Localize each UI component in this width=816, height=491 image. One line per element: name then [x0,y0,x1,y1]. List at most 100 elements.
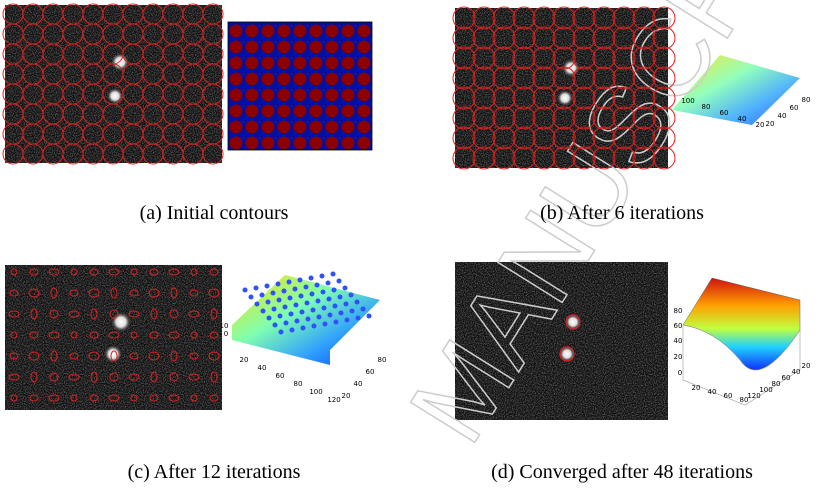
level-set-blob [294,137,307,150]
surface-pit [290,328,295,333]
surface-pit [355,300,360,305]
level-set-blob [358,41,371,54]
level-set-blob [246,89,259,102]
surface-pit [273,323,278,328]
caption: (b) After 6 iterations [540,202,704,224]
level-set-blob [262,25,275,38]
level-set-blob [326,73,339,86]
level-set-blob [246,41,259,54]
level-set-blob [262,137,275,150]
tick-label: 40 [258,364,267,372]
level-set-blob [230,121,243,134]
tick-label: 20 [342,392,351,400]
surface-pit [277,298,282,303]
level-set-blob [326,121,339,134]
level-set-blob [262,89,275,102]
surface-pit [337,279,342,284]
level-set-blob [358,137,371,150]
surface-pit [361,307,366,312]
level-set-blob [342,137,355,150]
surface-pit [255,302,260,307]
level-set-blob [262,105,275,118]
surface-pit [343,286,348,291]
surface-pit [301,326,306,331]
level-set-blob [278,137,291,150]
level-set-blob [326,25,339,38]
surface-pit [345,318,350,323]
level-set-blob [342,57,355,70]
tick-label: 40 [674,337,683,345]
level-set-blob [294,73,307,86]
level-set-blob [278,25,291,38]
surface-pit [327,297,332,302]
tick-label: 100 [681,97,694,105]
tick-label: 20 [802,362,811,370]
surface-pit [261,309,266,314]
surface-pit [279,330,284,335]
level-set-blob [246,25,259,38]
surface-pit [267,316,272,321]
level-set-blob [294,57,307,70]
level-set-blob [326,41,339,54]
surface-pit [331,272,336,277]
surface-pit [295,319,300,324]
level-set-blob [326,137,339,150]
surface-pit [266,300,271,305]
level-set-blob [230,73,243,86]
level-set-blob [358,89,371,102]
level-set-blob [294,105,307,118]
level-set-blob [278,73,291,86]
level-set-blob [230,105,243,118]
surface-pit [339,311,344,316]
level-set-blob [278,105,291,118]
surface-pit [304,285,309,290]
caption: (a) Initial contours [140,202,289,224]
level-set-blob [278,57,291,70]
level-set-blob [246,105,259,118]
surface-pit [356,316,361,321]
tick-label: 10 [220,322,229,330]
tick-label: 80 [674,307,683,315]
level-set-blob [262,57,275,70]
level-set-blob [310,73,323,86]
level-set-blob [262,73,275,86]
surface-pit [254,286,259,291]
surface-pit [311,308,316,313]
tick-label: 40 [778,112,787,120]
tick-label: 40 [738,115,747,123]
surface-pit [367,314,372,319]
level-set-blob [342,121,355,134]
surface-pit [326,281,331,286]
surface-pit [305,301,310,306]
surface-pit [284,321,289,326]
level-set-blob [246,121,259,134]
surface-pit [287,280,292,285]
surface-pit [317,315,322,320]
surface-pit [288,296,293,301]
tick-label: 0 [678,369,682,377]
caption: (c) After 12 iterations [128,461,301,483]
level-set-blob [358,57,371,70]
surface-pit [278,314,283,319]
level-set-blob [230,25,243,38]
tick-label: 80 [772,380,781,388]
surface-pit [321,290,326,295]
level-set-blob [326,105,339,118]
surface-pit [306,317,311,322]
level-set-blob [230,137,243,150]
surface-pit [320,274,325,279]
surface-pit [349,293,354,298]
tick-label: 60 [782,374,791,382]
surface-pit [272,307,277,312]
level-set-blob [326,89,339,102]
tick-label: 20 [692,384,701,392]
level-set-blob [294,41,307,54]
level-set-blob [262,121,275,134]
tick-label: 60 [720,109,729,117]
surface-pit [322,306,327,311]
level-set-blob [358,121,371,134]
surface-pit [333,304,338,309]
level-set-blob [358,105,371,118]
tick-label: 80 [702,103,711,111]
level-set-blob [230,41,243,54]
